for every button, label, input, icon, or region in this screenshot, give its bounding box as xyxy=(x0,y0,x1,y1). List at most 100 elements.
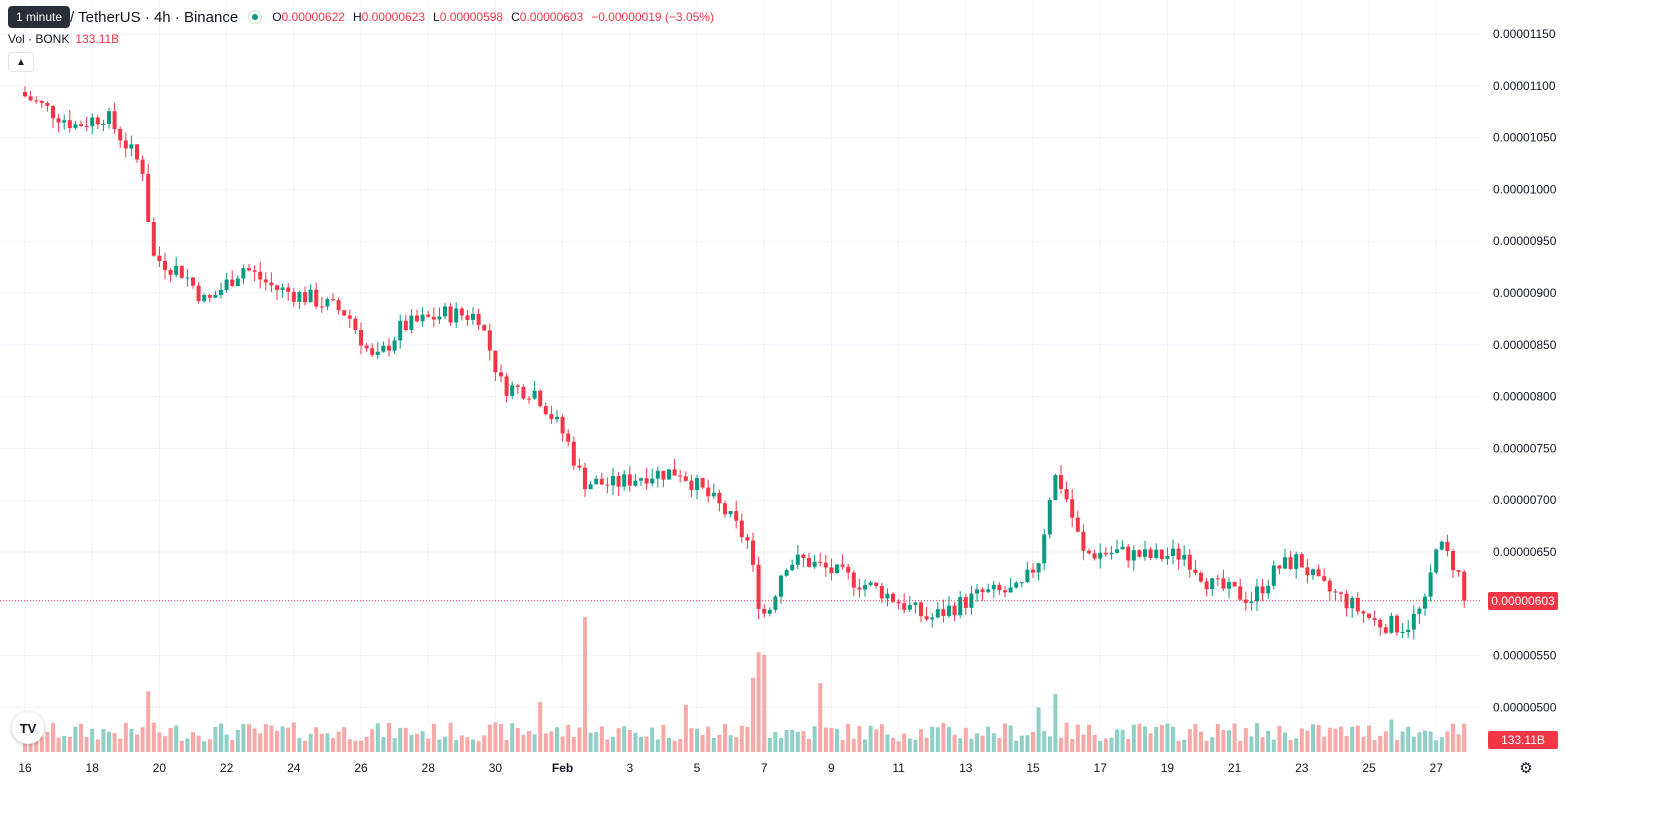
candle-body xyxy=(616,475,621,487)
volume-bar xyxy=(566,724,571,752)
volume-bar xyxy=(885,734,890,752)
volume-bar xyxy=(308,733,313,752)
collapse-legend-button[interactable]: ▲ xyxy=(8,52,34,72)
volume-bar xyxy=(907,738,912,752)
volume-bar xyxy=(515,727,520,752)
volume-bar xyxy=(1344,736,1349,752)
candle-body xyxy=(118,129,123,141)
candle-body xyxy=(980,589,985,593)
candle-body xyxy=(639,478,643,481)
candle-body xyxy=(258,271,263,280)
time-tick-label: 21 xyxy=(1228,761,1242,775)
volume-bar xyxy=(387,722,391,752)
candle-body xyxy=(179,265,184,278)
volume-bar xyxy=(689,728,694,752)
candle-body xyxy=(924,616,929,620)
tradingview-logo-icon[interactable]: TV xyxy=(12,712,44,744)
candle-body xyxy=(403,320,408,330)
candle-body xyxy=(415,315,419,322)
volume-bar xyxy=(1210,737,1215,752)
candle-body xyxy=(90,117,95,127)
symbol-title[interactable]: / TetherUS · 4h · Binance xyxy=(70,8,239,26)
volume-bar xyxy=(1092,734,1097,752)
candle-body xyxy=(1333,591,1338,593)
candle-body xyxy=(661,470,666,480)
candle-body xyxy=(381,345,386,352)
candle-body xyxy=(213,294,218,298)
candle-body xyxy=(812,561,817,567)
candle-body xyxy=(784,570,789,576)
time-tick-label: Feb xyxy=(552,761,573,775)
volume-bar xyxy=(1299,728,1304,752)
volume-bar xyxy=(39,736,44,752)
high-value: 0.00000623 xyxy=(361,10,426,24)
price-axis[interactable]: 0.00001150 0.00001100 0.00001050 0.00001000… xyxy=(1493,27,1557,714)
time-tick-label: 25 xyxy=(1362,761,1376,775)
candle-body xyxy=(1187,554,1192,570)
gear-icon[interactable]: ⚙ xyxy=(1519,760,1533,777)
close-value: 0.00000603 xyxy=(519,10,584,24)
candle-body xyxy=(230,279,235,286)
volume-bar xyxy=(678,738,683,752)
price-tick-label: 0.00001050 xyxy=(1493,131,1557,145)
candle-body xyxy=(1417,608,1422,614)
candle-body xyxy=(95,117,100,125)
candle-body xyxy=(499,372,503,377)
volume-bar xyxy=(443,736,447,752)
candle-body xyxy=(840,564,845,567)
volume-value: 133.11B xyxy=(75,32,120,46)
candle-body xyxy=(196,285,201,302)
candle-body xyxy=(1098,552,1103,559)
volume-bar xyxy=(935,727,940,752)
candle-body xyxy=(1327,580,1332,592)
volume-bar xyxy=(431,723,436,752)
candle-body xyxy=(303,292,307,303)
volume-bar xyxy=(1361,736,1366,752)
volume-bar xyxy=(67,736,72,752)
candle-body xyxy=(1232,581,1237,587)
candle-body xyxy=(611,475,615,486)
candle-body xyxy=(1148,549,1153,558)
volume-bar xyxy=(62,735,67,752)
volume-bar xyxy=(1378,735,1383,752)
time-axis[interactable]: 16 18 20 22 24 26 28 30 Feb 3 5 7 9 11 13 15 17 19 21 23 25 2… xyxy=(18,761,1443,775)
candle-body xyxy=(958,597,963,616)
candle-body xyxy=(555,416,559,420)
volume-bar xyxy=(527,731,531,752)
candle-body xyxy=(734,511,739,521)
change-value: −0.00000019 (−3.05%) xyxy=(591,10,714,24)
volume-bar xyxy=(235,729,240,752)
candle-body xyxy=(1305,567,1310,575)
volume-bar xyxy=(1221,729,1226,752)
candle-body xyxy=(1137,550,1142,557)
candle-body xyxy=(73,124,78,129)
candle-body xyxy=(695,477,699,491)
candle-body xyxy=(588,484,593,490)
volume-legend: Vol · BONK 133.11B xyxy=(8,32,119,46)
candle-body xyxy=(986,589,991,593)
volume-bar xyxy=(1165,723,1170,752)
volume-bar xyxy=(420,731,425,752)
volume-bar xyxy=(829,727,834,752)
candle-body xyxy=(672,469,677,476)
candle-body xyxy=(1339,592,1343,594)
candle-body xyxy=(1249,601,1254,603)
candle-body xyxy=(471,313,475,320)
volume-bar xyxy=(45,731,50,752)
candle-body xyxy=(1406,629,1411,632)
candle-body xyxy=(1322,576,1327,581)
time-tick-label: 18 xyxy=(86,761,100,775)
candle-body xyxy=(1042,534,1047,564)
volume-bar xyxy=(1305,730,1310,752)
volume-bar xyxy=(711,737,716,752)
candle-body xyxy=(913,602,918,606)
candle-body xyxy=(896,601,901,604)
market-status-icon[interactable] xyxy=(248,10,263,24)
candle-body xyxy=(560,416,565,434)
candle-body xyxy=(135,144,139,160)
candle-body xyxy=(566,433,571,442)
candle-body xyxy=(700,477,705,488)
volume-tag: 133.11B xyxy=(1488,731,1558,749)
volume-bar xyxy=(1215,724,1220,752)
